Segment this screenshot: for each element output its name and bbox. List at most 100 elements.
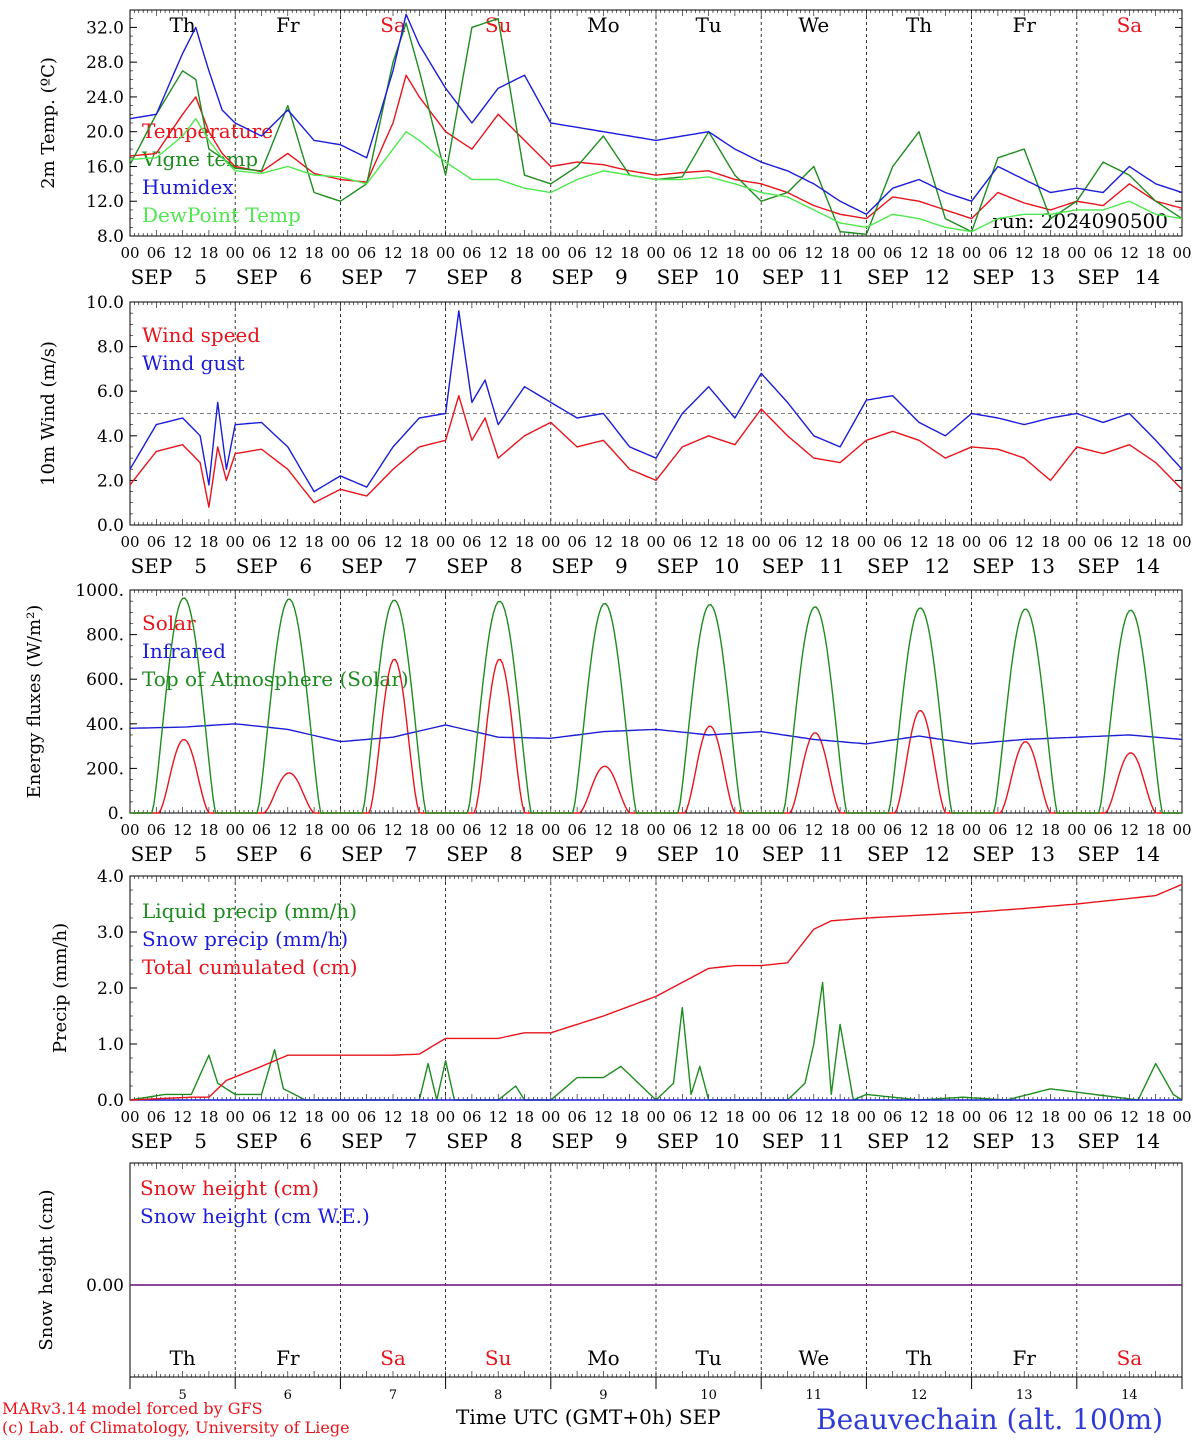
panel-2-hour-label: 18 [831, 533, 850, 551]
panel-5-weekday-label: Tu [695, 1346, 721, 1370]
panel-5-weekday-label: Su [485, 1346, 512, 1370]
panel-1-hour-label: 12 [804, 244, 823, 262]
panel-1-series-dewpoint-temp [129, 117, 1183, 233]
panel-4-date-day: 14 [1135, 1129, 1160, 1153]
panel-3-hour-label: 06 [252, 821, 271, 839]
panel-4-y-tick-label: 3.0 [97, 923, 124, 943]
panel-2-hour-label: 18 [1041, 533, 1060, 551]
panel-2-hour-label: 12 [1015, 533, 1034, 551]
panel-3-legend-infrared: Infrared [142, 639, 226, 663]
panel-2-hour-label: 12 [173, 533, 192, 551]
panel-3-hour-label: 18 [620, 821, 639, 839]
panel-2-date-month: SEP [551, 554, 593, 578]
panel-1-weekday-label: Su [485, 13, 512, 37]
panel-1-y-tick-label: 16.0 [86, 157, 124, 177]
panel-2-hour-label: 18 [305, 533, 324, 551]
panel-4-date-month: SEP [131, 1129, 173, 1153]
panel-3-date-day: 11 [819, 842, 844, 866]
panel-1-date-day: 14 [1135, 265, 1160, 289]
panel-3-hour-label: 06 [357, 821, 376, 839]
panel-2-hour-label: 06 [1094, 533, 1113, 551]
panel-1-date-day: 10 [714, 265, 739, 289]
panel-1-date-day: 11 [819, 265, 844, 289]
panel-3-date-day: 6 [299, 842, 312, 866]
panel-3-hour-label: 06 [462, 821, 481, 839]
panel-1-hour-label: 00 [331, 244, 350, 262]
station-name: Beauvechain (alt. 100m) [816, 1403, 1164, 1436]
panel-4-y-tick-label: 0.0 [97, 1091, 124, 1111]
panel-4-hour-label: 12 [699, 1108, 718, 1126]
panel-2-hour-label: 18 [725, 533, 744, 551]
panel-5-date-label: 10 [700, 1388, 717, 1403]
panel-3-y-tick-label: 200. [86, 759, 124, 779]
panel-2-hour-label: 18 [936, 533, 955, 551]
panel-1-y-tick-label: 12.0 [86, 192, 124, 212]
panel-5-weekday-label: Fr [1012, 1346, 1036, 1370]
panel-3-hour-label: 12 [909, 821, 928, 839]
panel-2-hour-label: 12 [278, 533, 297, 551]
panel-4-date-month: SEP [867, 1129, 909, 1153]
panel-3-date-month: SEP [131, 842, 173, 866]
panel-5-weekday-label: Sa [1117, 1346, 1143, 1370]
panel-3-y-tick-label: 400. [86, 715, 124, 735]
panel-5-weekday-label: We [798, 1346, 829, 1370]
panel-2-hour-label: 18 [515, 533, 534, 551]
panel-2-y-tick-label: 6.0 [97, 382, 124, 402]
panel-4-hour-label: 18 [305, 1108, 324, 1126]
panel-1-hour-label: 06 [883, 244, 902, 262]
panel-4-date-month: SEP [236, 1129, 278, 1153]
panel-2-y-tick-label: 10.0 [86, 293, 124, 313]
panel-3-date-day: 7 [405, 842, 418, 866]
panel-3-hour-label: 06 [1094, 821, 1113, 839]
panel-5-legend-snow-height-cm-: Snow height (cm) [140, 1176, 319, 1200]
panel-4-date-day: 12 [924, 1129, 949, 1153]
panel-1-hour-label: 18 [410, 244, 429, 262]
panel-2-hour-label: 06 [252, 533, 271, 551]
panel-4-hour-label: 00 [646, 1108, 665, 1126]
panel-1-date-day: 9 [615, 265, 628, 289]
panel-4-y-tick-label: 2.0 [97, 979, 124, 999]
panel-3-hour-label: 06 [988, 821, 1007, 839]
panel-4-series-total-cumulated-cm- [129, 883, 1183, 1101]
panel-4-hour-label: 18 [725, 1108, 744, 1126]
panel-1-date-month: SEP [131, 265, 173, 289]
panel-2-hour-label: 18 [410, 533, 429, 551]
panel-4-hour-label: 06 [462, 1108, 481, 1126]
panel-1-date-day: 5 [194, 265, 207, 289]
panel-3-date-month: SEP [867, 842, 909, 866]
panel-4-hour-label: 00 [436, 1108, 455, 1126]
panel-1-hour-label: 06 [357, 244, 376, 262]
panel-1-hour-label: 00 [962, 244, 981, 262]
panel-4-hour-label: 06 [778, 1108, 797, 1126]
panel-3-hour-label: 12 [173, 821, 192, 839]
panel-2-date-month: SEP [762, 554, 804, 578]
panel-4-hour-label: 18 [620, 1108, 639, 1126]
panel-5-date-label: 13 [1016, 1388, 1033, 1403]
panel-2-date-month: SEP [657, 554, 699, 578]
panel-2-date-day: 12 [924, 554, 949, 578]
panel-4-hour-label: 12 [804, 1108, 823, 1126]
panel-1-hour-label: 12 [699, 244, 718, 262]
panel-2-hour-label: 12 [909, 533, 928, 551]
panel-3-hour-label: 18 [725, 821, 744, 839]
panel-1-date-month: SEP [972, 265, 1014, 289]
panel-1-date-month: SEP [236, 265, 278, 289]
panel-2-hour-label: 06 [883, 533, 902, 551]
panel-2-series-wind-speed [129, 395, 1183, 508]
panel-5-weekday-label: Th [906, 1346, 932, 1370]
panel-4-hour-label: 00 [226, 1108, 245, 1126]
panel-1-weekday-label: Fr [276, 13, 300, 37]
panel-4-hour-label: 06 [988, 1108, 1007, 1126]
panel-3-hour-label: 12 [804, 821, 823, 839]
panel-4-hour-label: 18 [831, 1108, 850, 1126]
panel-5-date-label: 14 [1121, 1388, 1138, 1403]
panel-3-date-day: 10 [714, 842, 739, 866]
panel-2-hour-label: 06 [988, 533, 1007, 551]
panel-3-hour-label: 12 [489, 821, 508, 839]
panel-4-date-day: 9 [615, 1129, 628, 1153]
panel-2-hour-label: 00 [1172, 533, 1191, 551]
panel-4-date-month: SEP [341, 1129, 383, 1153]
panel-4-date-month: SEP [446, 1129, 488, 1153]
panel-3-y-tick-label: 0. [108, 804, 124, 824]
model-credit: MARv3.14 model forced by GFS [2, 1399, 263, 1418]
